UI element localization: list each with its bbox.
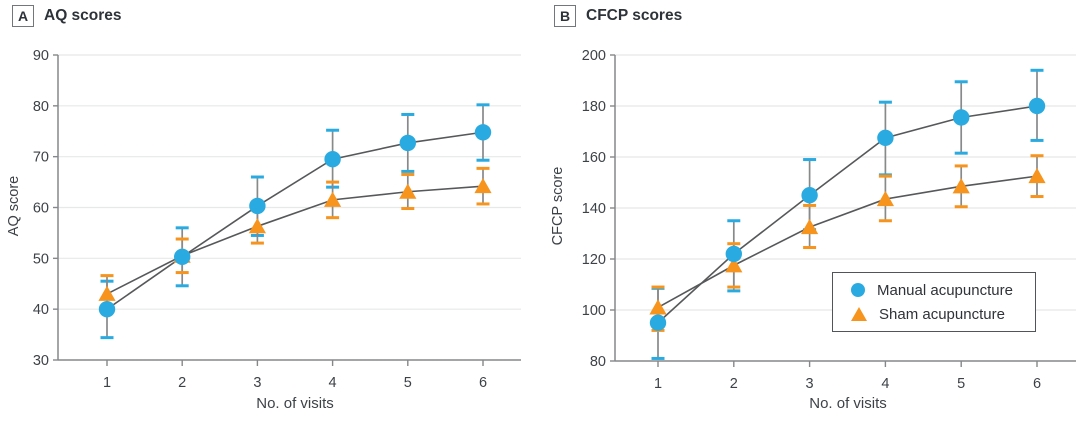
panel-b-tag: B	[554, 5, 576, 27]
svg-text:3: 3	[806, 376, 814, 392]
svg-text:160: 160	[582, 150, 606, 166]
svg-text:30: 30	[33, 353, 49, 369]
sham-acupuncture-triangle-icon	[851, 307, 867, 321]
legend: Manual acupuncture Sham acupuncture	[832, 272, 1036, 332]
svg-text:80: 80	[590, 354, 606, 370]
svg-text:2: 2	[730, 376, 738, 392]
legend-label-manual: Manual acupuncture	[877, 281, 1013, 299]
svg-text:5: 5	[404, 375, 412, 391]
svg-text:120: 120	[582, 252, 606, 268]
svg-text:100: 100	[582, 303, 606, 319]
svg-text:4: 4	[881, 376, 889, 392]
panel-b-x-axis-label: No. of visits	[809, 395, 887, 412]
svg-text:3: 3	[253, 375, 261, 391]
svg-text:60: 60	[33, 201, 49, 217]
svg-text:70: 70	[33, 150, 49, 166]
svg-text:40: 40	[33, 302, 49, 318]
svg-text:2: 2	[178, 375, 186, 391]
svg-text:6: 6	[1033, 376, 1041, 392]
panel-b-y-axis-label: CFCP score	[550, 166, 566, 246]
panel-a-tag: A	[12, 5, 34, 27]
svg-text:50: 50	[33, 251, 49, 267]
panel-a-y-axis-label: AQ score	[6, 175, 22, 237]
svg-text:200: 200	[582, 48, 606, 64]
svg-text:80: 80	[33, 99, 49, 115]
panel-b-title: CFCP scores	[586, 7, 683, 24]
legend-label-sham: Sham acupuncture	[879, 305, 1005, 323]
svg-text:1: 1	[654, 376, 662, 392]
svg-text:4: 4	[329, 375, 337, 391]
panel-a-title: AQ scores	[44, 7, 122, 24]
legend-item-sham: Sham acupuncture	[851, 305, 1035, 324]
panel-a-header: A AQ scores	[12, 5, 122, 27]
svg-text:6: 6	[479, 375, 487, 391]
svg-text:140: 140	[582, 201, 606, 217]
svg-text:1: 1	[103, 375, 111, 391]
manual-acupuncture-circle-icon	[851, 283, 865, 297]
svg-text:180: 180	[582, 99, 606, 115]
svg-text:90: 90	[33, 48, 49, 64]
panel-b-header: B CFCP scores	[554, 5, 682, 27]
panel-a-x-axis-label: No. of visits	[256, 395, 334, 412]
legend-item-manual: Manual acupuncture	[851, 281, 1035, 300]
svg-text:5: 5	[957, 376, 965, 392]
